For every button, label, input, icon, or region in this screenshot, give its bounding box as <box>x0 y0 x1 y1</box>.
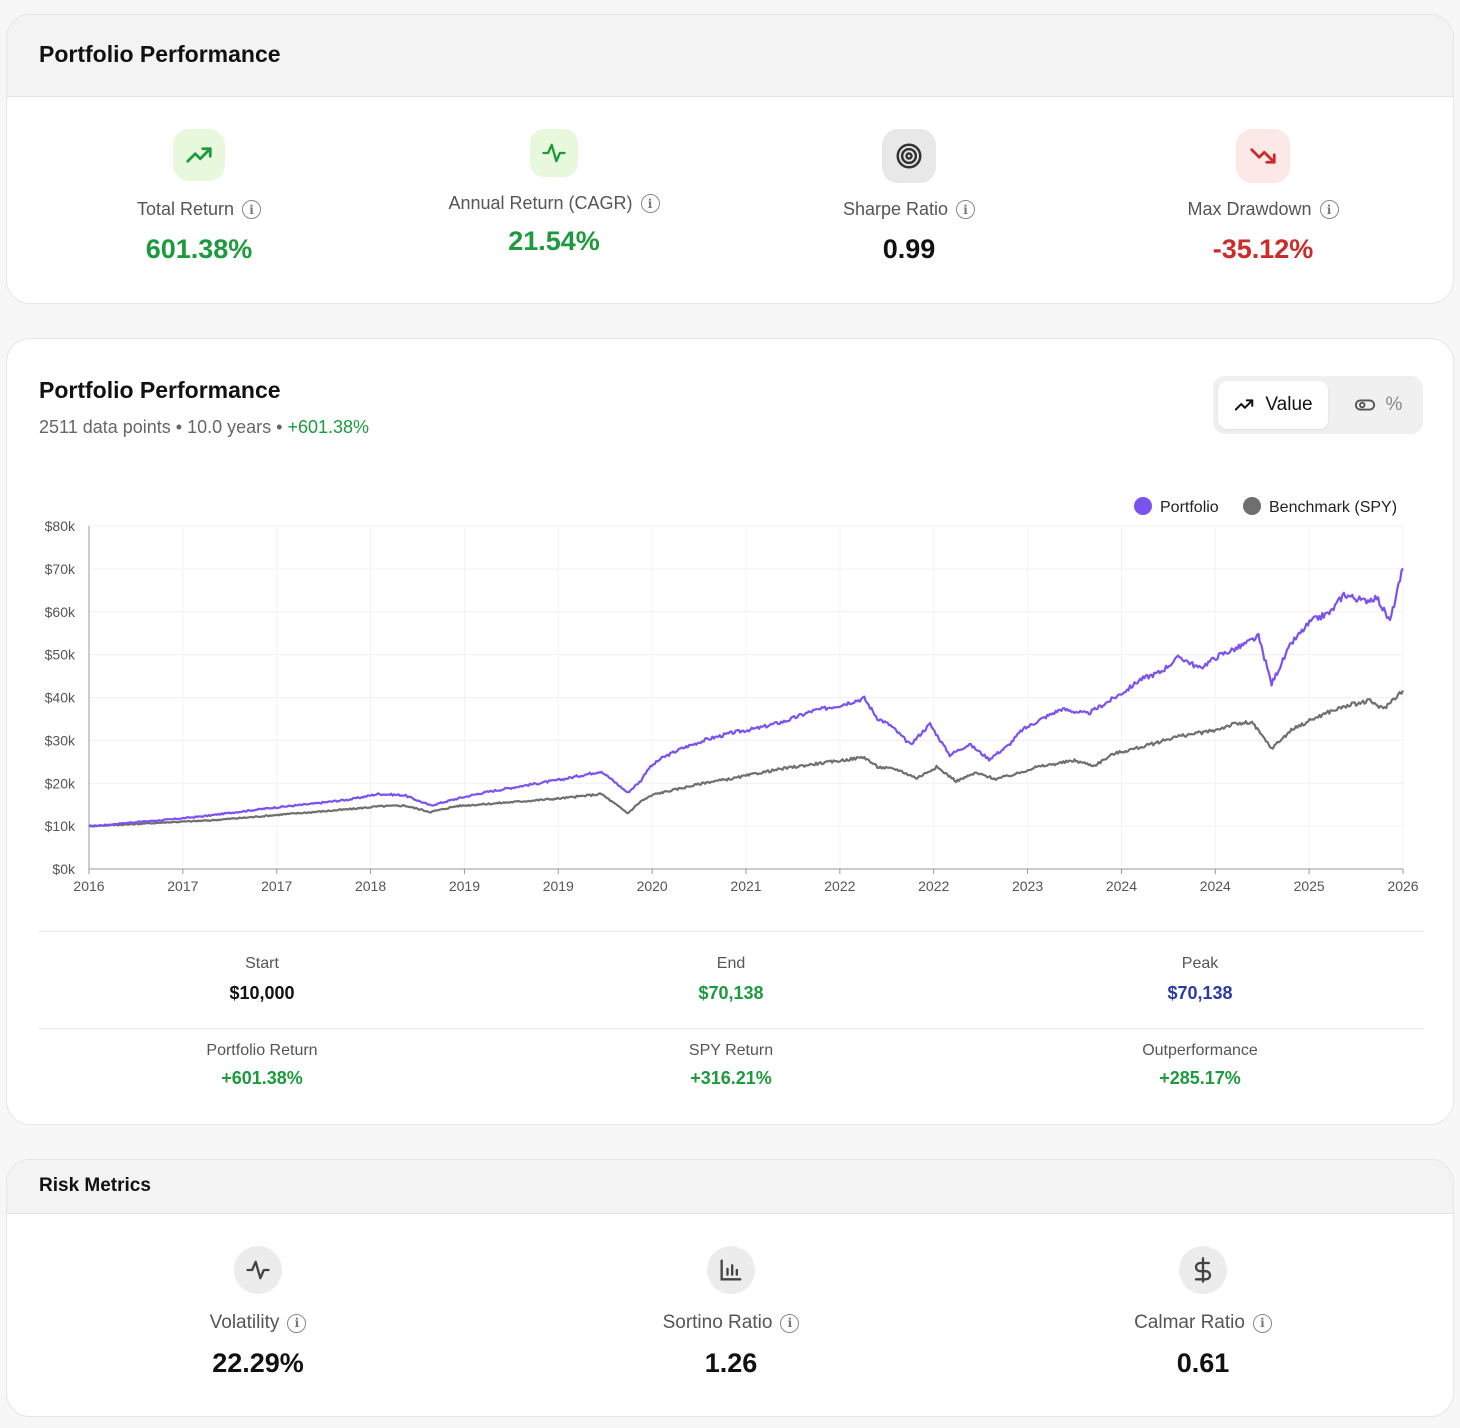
x-tick-label: 2016 <box>73 878 104 894</box>
legend-label-benchmark: Benchmark (SPY) <box>1269 499 1397 516</box>
metric-label: Total Return i <box>18 199 380 220</box>
performance-chart: $0k $10k $20k $30k $40k $50k $60k $70k $80k 2016 2… <box>45 497 1419 894</box>
value-view-button[interactable]: Value <box>1218 381 1328 429</box>
info-icon[interactable]: i <box>780 1313 800 1333</box>
chart-card: Portfolio Performance 2511 data points •… <box>6 338 1454 1125</box>
legend-swatch-benchmark <box>1243 497 1261 515</box>
target-icon <box>882 129 936 183</box>
metric-label: Max Drawdown i <box>1082 199 1444 220</box>
chart-title: Portfolio Performance <box>39 377 281 403</box>
metric-value: 1.26 <box>704 1348 758 1378</box>
x-tick-label: 2025 <box>1294 878 1325 894</box>
y-tick-label: $0k <box>52 861 76 877</box>
summary-title: Portfolio Performance <box>39 41 281 67</box>
stat-outperformance: Outperformance +285.17% <box>1142 1042 1258 1088</box>
x-tick-label: 2023 <box>1012 878 1043 894</box>
stat-start: Start $10,000 <box>229 955 295 1003</box>
summary-header: Portfolio Performance <box>7 15 1453 97</box>
data-points-count: 2511 data points <box>39 417 171 437</box>
info-icon[interactable]: i <box>1252 1313 1272 1333</box>
info-icon[interactable]: i <box>242 200 262 219</box>
stats-divider <box>39 931 1424 932</box>
stat-end: End $70,138 <box>698 955 764 1003</box>
metric-value: 0.61 <box>1176 1348 1230 1378</box>
y-tick-label: $10k <box>45 818 76 834</box>
metric-sortino: Sortino Ratio i 1.26 <box>490 1246 972 1379</box>
y-tick-label: $20k <box>45 775 76 791</box>
y-tick-label: $70k <box>45 561 76 577</box>
x-tick-label: 2019 <box>543 878 574 894</box>
risk-header: Risk Metrics <box>7 1160 1453 1214</box>
x-tick-label: 2017 <box>261 878 292 894</box>
risk-title: Risk Metrics <box>39 1175 151 1196</box>
x-tick-label: 2021 <box>730 878 761 894</box>
legend-swatch-portfolio <box>1134 497 1152 515</box>
subtitle-return: +601.38% <box>287 417 370 437</box>
eye-icon <box>1354 399 1375 411</box>
risk-card: Risk Metrics Volatility i 22.29% Sortino… <box>6 1159 1454 1417</box>
view-toggle: Value % <box>1213 376 1423 434</box>
legend-label-portfolio: Portfolio <box>1160 499 1219 516</box>
metric-value: 0.99 <box>882 234 936 264</box>
metric-volatility: Volatility i 22.29% <box>17 1246 499 1379</box>
percent-view-button[interactable]: % <box>1338 381 1418 429</box>
x-tick-label: 2019 <box>449 878 480 894</box>
metric-label: Annual Return (CAGR) i <box>373 193 735 214</box>
x-tick-label: 2024 <box>1106 878 1137 894</box>
metric-label: Sharpe Ratio i <box>728 199 1090 220</box>
metric-label: Calmar Ratio i <box>962 1312 1444 1334</box>
chart-series <box>88 567 1404 828</box>
info-icon[interactable]: i <box>640 194 660 213</box>
metric-label: Sortino Ratio i <box>490 1312 972 1334</box>
chart-axes: $0k $10k $20k $30k $40k $50k $60k $70k $80k 2016 2… <box>45 518 1419 894</box>
x-tick-label: 2022 <box>824 878 855 894</box>
y-tick-label: $50k <box>45 647 76 663</box>
chart-grid <box>89 525 1404 869</box>
x-tick-label: 2017 <box>167 878 198 894</box>
metric-cagr: Annual Return (CAGR) i 21.54% <box>373 97 735 257</box>
metric-value: 21.54% <box>508 226 600 256</box>
y-tick-label: $60k <box>45 604 76 620</box>
activity-icon <box>234 1246 282 1294</box>
dollar-sign-icon <box>1179 1246 1227 1294</box>
y-tick-label: $30k <box>45 732 76 748</box>
summary-metrics: Total Return i 601.38% Annual Return (CA… <box>7 97 1453 303</box>
y-tick-label: $80k <box>45 518 76 534</box>
x-tick-label: 2024 <box>1200 878 1231 894</box>
stat-peak: Peak $70,138 <box>1167 955 1233 1003</box>
portfolio-series-line <box>88 567 1404 828</box>
x-tick-label: 2018 <box>355 878 386 894</box>
years-count: 10.0 years <box>187 417 272 437</box>
info-icon[interactable]: i <box>287 1313 307 1333</box>
trending-up-icon <box>1235 399 1254 411</box>
metric-value: 601.38% <box>145 234 253 264</box>
x-tick-label: 2020 <box>637 878 668 894</box>
activity-icon <box>530 129 578 177</box>
metric-value: 22.29% <box>212 1348 304 1378</box>
summary-card: Portfolio Performance Total Return i 601… <box>6 14 1454 304</box>
metric-calmar: Calmar Ratio i 0.61 <box>962 1246 1444 1379</box>
stat-spy-return: SPY Return +316.21% <box>688 1042 774 1088</box>
metric-sharpe: Sharpe Ratio i 0.99 <box>728 97 1090 265</box>
info-icon[interactable]: i <box>1319 200 1339 219</box>
info-icon[interactable]: i <box>956 200 976 219</box>
stat-portfolio-return: Portfolio Return +601.38% <box>206 1042 318 1088</box>
metric-value: -35.12% <box>1212 234 1314 264</box>
y-tick-label: $40k <box>45 690 76 706</box>
trending-down-icon <box>1236 129 1290 183</box>
chart-legend: Portfolio Benchmark (SPY) <box>1134 497 1397 516</box>
bar-chart-icon <box>707 1246 755 1294</box>
metric-label: Volatility i <box>17 1312 499 1334</box>
metric-total-return: Total Return i 601.38% <box>18 97 380 265</box>
metric-max-drawdown: Max Drawdown i -35.12% <box>1082 97 1444 265</box>
stats-divider <box>39 1028 1424 1029</box>
benchmark-series-line <box>88 690 1404 828</box>
trending-up-icon <box>173 129 225 181</box>
x-tick-label: 2022 <box>918 878 949 894</box>
chart-subtitle: 2511 data points • 10.0 years • +601.38% <box>39 417 370 437</box>
x-tick-label: 2026 <box>1387 878 1418 894</box>
